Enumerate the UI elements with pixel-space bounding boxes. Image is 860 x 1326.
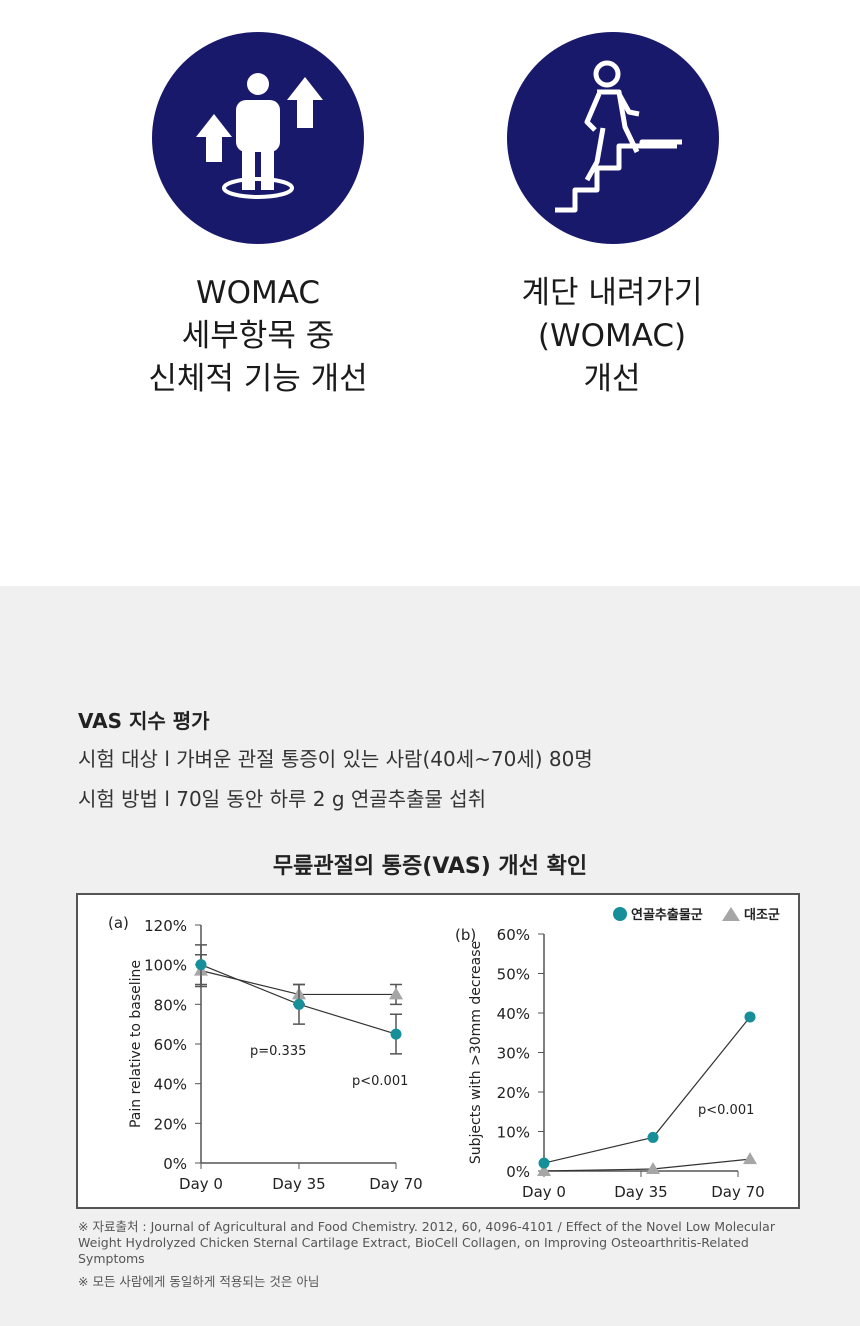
control-point — [537, 1164, 551, 1176]
legend-triangle-icon — [722, 907, 740, 921]
vas-title: VAS 지수 평가 — [78, 709, 210, 733]
y-axis-label: Pain relative to baseline — [128, 960, 144, 1128]
control-point — [389, 987, 403, 1000]
panel-label: (b) — [455, 926, 476, 944]
chart-box — [76, 893, 800, 1209]
disclaimer-note: ※ 모든 사람에게 동일하게 적용되는 것은 아님 — [78, 1274, 320, 1289]
p-value-annotation: p=0.335 — [250, 1044, 306, 1059]
extract-point — [647, 1131, 659, 1143]
y-tick-label: 30% — [497, 1045, 530, 1063]
person-up-arrows-icon — [152, 32, 364, 244]
extract-point — [538, 1157, 550, 1169]
x-tick-label: Day 70 — [711, 1183, 764, 1201]
extract-point — [390, 1028, 402, 1040]
y-tick-label: 40% — [497, 1005, 530, 1023]
y-tick-label: 60% — [154, 1036, 187, 1054]
chart-title: 무릎관절의 통증(VAS) 개선 확인 — [272, 854, 588, 879]
x-tick-label: Day 0 — [179, 1175, 223, 1193]
x-tick-label: Day 35 — [272, 1175, 325, 1193]
vas-method: 시험 방법 l 70일 동안 하루 2 g 연골추출물 섭취 — [78, 787, 487, 811]
series-line — [543, 1016, 751, 1164]
x-tick-label: Day 0 — [522, 1183, 566, 1201]
control-point — [743, 1152, 757, 1165]
extract-point — [293, 998, 305, 1010]
extract-point — [195, 959, 207, 971]
x-tick-label: Day 35 — [614, 1183, 667, 1201]
legend-circle-icon — [613, 907, 627, 921]
p-value-annotation: p<0.001 — [352, 1074, 408, 1089]
control-point — [646, 1162, 660, 1175]
legend-label: 대조군 — [744, 908, 780, 923]
vas-subject: 시험 대상 l 가벼운 관절 통증이 있는 사람(40세~70세) 80명 — [78, 747, 593, 771]
y-tick-label: 0% — [163, 1155, 187, 1173]
y-tick-label: 100% — [144, 957, 187, 975]
y-tick-label: 20% — [497, 1084, 530, 1102]
p-value-annotation: p<0.001 — [698, 1103, 754, 1118]
panel-label: (a) — [108, 914, 129, 932]
series-line — [543, 1158, 751, 1172]
person-descending-stairs-icon — [507, 32, 719, 244]
y-tick-label: 60% — [497, 926, 530, 944]
feature-caption: 계단 내려가기 (WOMAC) 개선 — [521, 275, 703, 397]
feature-caption: WOMAC 세부항목 중 신체적 기능 개선 — [148, 275, 368, 397]
x-tick-label: Day 70 — [369, 1175, 422, 1193]
y-tick-label: 20% — [154, 1115, 187, 1133]
legend-label: 연골추출물군 — [631, 907, 703, 923]
y-axis-label: Subjects with >30mm decrease — [468, 941, 484, 1164]
extract-point — [744, 1011, 756, 1023]
y-tick-label: 120% — [144, 917, 187, 935]
y-tick-label: 40% — [154, 1076, 187, 1094]
y-tick-label: 80% — [154, 996, 187, 1014]
y-tick-label: 0% — [506, 1163, 530, 1181]
source-note: ※ 자료출처 : Journal of Agricultural and Foo… — [78, 1219, 775, 1266]
y-tick-label: 50% — [497, 966, 530, 984]
y-tick-label: 10% — [497, 1124, 530, 1142]
